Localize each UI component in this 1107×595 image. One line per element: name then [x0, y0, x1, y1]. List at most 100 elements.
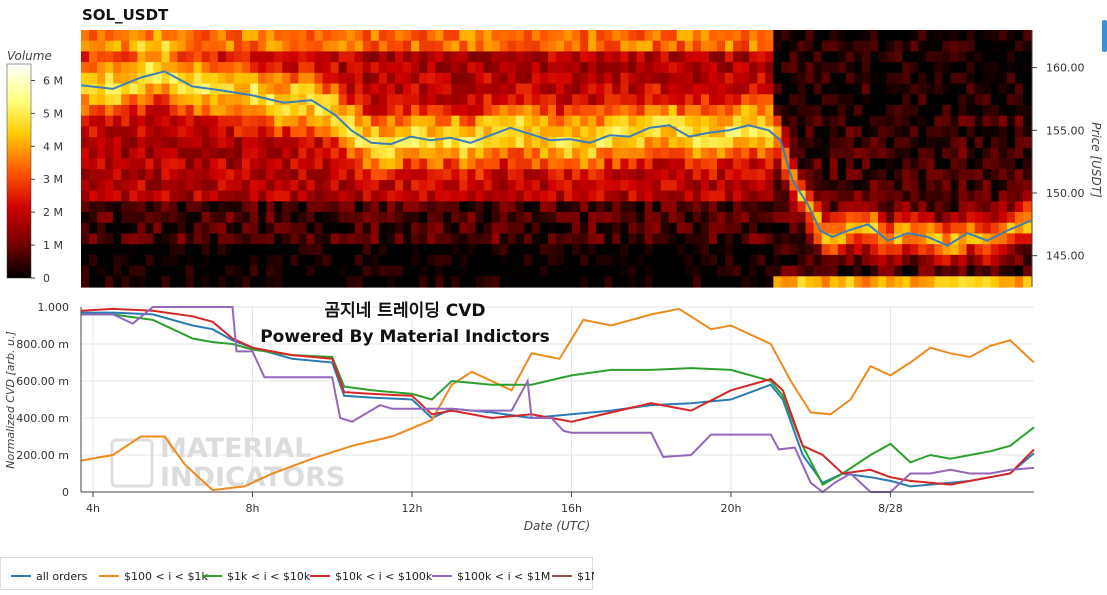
- price-axis-tick-label: 160.00: [1046, 62, 1085, 75]
- heatmap-cell: [612, 254, 622, 267]
- heatmap-cell: [419, 212, 428, 224]
- heatmap-cell: [515, 104, 525, 117]
- heatmap-cell: [523, 158, 533, 170]
- heatmap-cell: [274, 233, 283, 245]
- heatmap-cell: [982, 222, 992, 235]
- heatmap-cell: [193, 265, 203, 277]
- heatmap-cell: [644, 137, 654, 149]
- heatmap-cell: [717, 104, 726, 117]
- heatmap-cell: [588, 254, 597, 267]
- heatmap-cell: [660, 30, 670, 42]
- heatmap-cell: [153, 94, 163, 106]
- heatmap-cell: [717, 147, 726, 160]
- heatmap-cell: [403, 51, 412, 63]
- heatmap-cell: [725, 190, 734, 202]
- heatmap-cell: [523, 137, 533, 149]
- heatmap-cell: [105, 233, 114, 245]
- heatmap-cell: [902, 126, 911, 138]
- heatmap-cell: [596, 233, 605, 245]
- heatmap-cell: [781, 40, 791, 53]
- heatmap-cell: [105, 169, 114, 181]
- cvd-x-tick-label: 20h: [720, 502, 741, 515]
- heatmap-cell: [225, 115, 235, 127]
- heatmap-cell: [330, 94, 340, 106]
- heatmap-cell: [821, 158, 831, 170]
- heatmap-cell: [789, 147, 799, 160]
- heatmap-cell: [451, 233, 460, 245]
- heatmap-cell: [926, 126, 935, 138]
- heatmap-cell: [676, 147, 686, 160]
- heatmap-cell: [789, 254, 799, 267]
- heatmap-cell: [354, 190, 364, 202]
- heatmap-cell: [1006, 169, 1016, 181]
- heatmap-cell: [145, 72, 155, 85]
- heatmap-cell: [113, 147, 122, 160]
- heatmap-cell: [1014, 169, 1024, 181]
- heatmap-cell: [894, 115, 903, 127]
- heatmap-cell: [789, 222, 799, 235]
- heatmap-cell: [757, 276, 766, 288]
- heatmap-cell: [805, 169, 815, 181]
- heatmap-cell: [950, 265, 960, 277]
- heatmap-cell: [725, 147, 734, 160]
- heatmap-cell: [998, 115, 1008, 127]
- heatmap-cell: [564, 115, 573, 127]
- heatmap-cell: [628, 115, 638, 127]
- heatmap-cell: [1022, 137, 1032, 149]
- heatmap-cell: [394, 137, 404, 149]
- heatmap-cell: [121, 254, 130, 267]
- heatmap-cell: [475, 147, 485, 160]
- heatmap-cell: [282, 104, 291, 117]
- heatmap-cell: [853, 158, 863, 170]
- heatmap-cell: [934, 62, 944, 74]
- heatmap-cell: [258, 62, 267, 74]
- heatmap-cell: [878, 158, 887, 170]
- heatmap-cell: [507, 201, 517, 213]
- heatmap-cell: [153, 254, 163, 267]
- heatmap-cell: [153, 233, 163, 245]
- heatmap-cell: [910, 115, 919, 127]
- heatmap-cell: [757, 104, 766, 117]
- heatmap-cell: [556, 147, 565, 160]
- heatmap-cell: [974, 233, 984, 245]
- heatmap-cell: [684, 51, 694, 63]
- heatmap-cell: [717, 201, 726, 213]
- modebar-toggle[interactable]: [1102, 20, 1107, 52]
- heatmap-cell: [378, 83, 388, 95]
- heatmap-cell: [411, 104, 420, 117]
- heatmap-cell: [507, 233, 517, 245]
- heatmap-cell: [982, 233, 992, 245]
- heatmap-cell: [580, 233, 589, 245]
- heatmap-cell: [113, 72, 122, 85]
- heatmap-cell: [314, 254, 324, 267]
- heatmap-cell: [282, 126, 291, 138]
- heatmap-cell: [499, 126, 509, 138]
- heatmap-cell: [507, 40, 517, 53]
- heatmap-cell: [556, 265, 565, 277]
- heatmap-cell: [193, 126, 203, 138]
- heatmap-cell: [322, 212, 332, 224]
- heatmap-cell: [411, 212, 420, 224]
- heatmap-cell: [314, 212, 324, 224]
- heatmap-cell: [378, 265, 388, 277]
- heatmap-cell: [652, 51, 662, 63]
- heatmap-cell: [451, 212, 460, 224]
- heatmap-cell: [105, 40, 114, 53]
- heatmap-cell: [700, 201, 710, 213]
- heatmap-cell: [475, 222, 485, 235]
- heatmap-cell: [346, 30, 356, 42]
- heatmap-cell: [821, 254, 831, 267]
- heatmap-cell: [926, 179, 935, 192]
- heatmap-cell: [314, 40, 324, 53]
- heatmap-cell: [612, 222, 622, 235]
- heatmap-cell: [612, 72, 622, 85]
- heatmap-cell: [950, 83, 960, 95]
- heatmap-cell: [556, 233, 565, 245]
- heatmap-cell: [757, 233, 766, 245]
- heatmap-cell: [676, 94, 686, 106]
- heatmap-cell: [483, 276, 493, 288]
- heatmap-cell: [684, 179, 694, 192]
- heatmap-cell: [797, 244, 807, 256]
- heatmap-cell: [845, 179, 855, 192]
- heatmap-cell: [129, 265, 138, 277]
